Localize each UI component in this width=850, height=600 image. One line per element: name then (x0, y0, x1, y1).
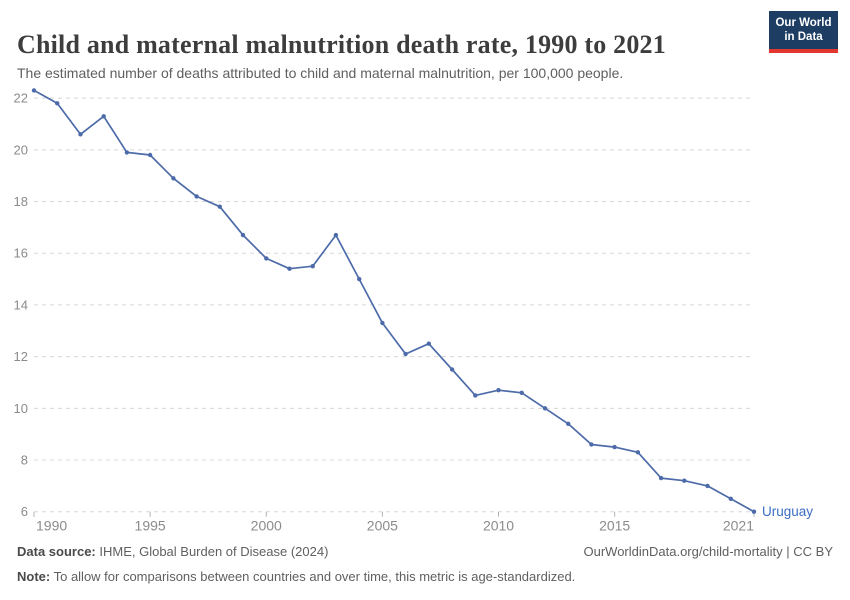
x-tick-label-2005: 2005 (367, 518, 398, 534)
chart-title: Child and maternal malnutrition death ra… (17, 30, 666, 60)
y-tick-label-22: 22 (14, 91, 28, 106)
owid-logo-line2: in Data (784, 31, 823, 43)
y-tick-label-8: 8 (21, 453, 28, 468)
data-point-2007[interactable] (426, 341, 431, 346)
data-point-2021[interactable] (751, 509, 757, 514)
data-point-2010[interactable] (496, 388, 501, 393)
data-point-2006[interactable] (403, 351, 408, 357)
data-point-2014[interactable] (589, 442, 594, 447)
data-point-2000[interactable] (264, 256, 269, 261)
data-point-1995[interactable] (147, 152, 153, 158)
line-chart[interactable]: 6 8 10 12 14 16 18 20 22 1990 1995 2000 2005 2010 2015… (0, 80, 850, 540)
data-point-2009[interactable] (473, 393, 478, 398)
y-tick-label-14: 14 (14, 297, 28, 312)
y-tick-label-10: 10 (14, 401, 28, 416)
footer-note-text: To allow for comparisons between countri… (50, 568, 576, 584)
data-point-2015[interactable] (612, 444, 617, 450)
data-point-1997[interactable] (194, 194, 199, 199)
x-tick-label-2000: 2000 (251, 518, 282, 534)
data-line-uruguay[interactable] (33, 89, 755, 513)
data-source-label: Data source: (17, 544, 96, 559)
data-point-2020[interactable] (728, 496, 733, 501)
data-point-2004[interactable] (357, 276, 362, 282)
data-point-1992[interactable] (78, 132, 83, 137)
data-point-2017[interactable] (658, 475, 664, 481)
chart-footer: Data source: IHME, Global Burden of Dise… (17, 543, 833, 587)
entity-label-uruguay[interactable]: Uruguay (762, 504, 813, 519)
x-tick-label-1990: 1990 (36, 518, 67, 534)
data-point-2003[interactable] (333, 232, 339, 238)
data-source-text: IHME, Global Burden of Disease (2024) (95, 544, 329, 559)
y-tick-label-16: 16 (14, 246, 28, 261)
chart-subtitle: The estimated number of deaths attribute… (17, 65, 624, 81)
data-point-2008[interactable] (449, 367, 455, 372)
x-tick-label-2010: 2010 (483, 518, 514, 534)
data-point-1999[interactable] (240, 232, 246, 238)
y-tick-label-18: 18 (14, 194, 28, 209)
footer-note: Note: To allow for comparisons between c… (17, 568, 833, 587)
owid-logo[interactable]: Our World in Data (769, 11, 838, 53)
footer-note-label: Note: (17, 568, 51, 584)
x-tick-label-1995: 1995 (135, 518, 166, 534)
data-source: Data source: IHME, Global Burden of Dise… (17, 543, 328, 562)
data-point-1994[interactable] (124, 150, 130, 155)
x-tick-label-2015: 2015 (599, 518, 630, 534)
data-point-1996[interactable] (171, 176, 176, 181)
y-tick-label-6: 6 (21, 504, 28, 519)
y-tick-label-20: 20 (14, 142, 28, 157)
data-point-1990[interactable] (31, 88, 37, 93)
data-point-2012[interactable] (542, 406, 548, 411)
license-link[interactable]: OurWorldinData.org/child-mortality | CC … (583, 544, 834, 559)
owid-logo-line1: Our World (775, 16, 832, 29)
data-point-2016[interactable] (635, 450, 641, 455)
data-point-2002[interactable] (310, 264, 315, 269)
data-point-1991[interactable] (55, 101, 60, 106)
data-point-2001[interactable] (287, 266, 292, 271)
x-tick-label-2021: 2021 (723, 518, 754, 534)
data-point-1998[interactable] (217, 204, 222, 209)
data-point-2013[interactable] (566, 421, 571, 426)
data-point-2005[interactable] (380, 320, 385, 326)
data-point-2011[interactable] (519, 390, 524, 395)
data-point-2019[interactable] (705, 483, 710, 489)
y-tick-label-12: 12 (14, 349, 28, 364)
data-point-2018[interactable] (682, 478, 687, 483)
data-point-1993[interactable] (101, 114, 106, 119)
